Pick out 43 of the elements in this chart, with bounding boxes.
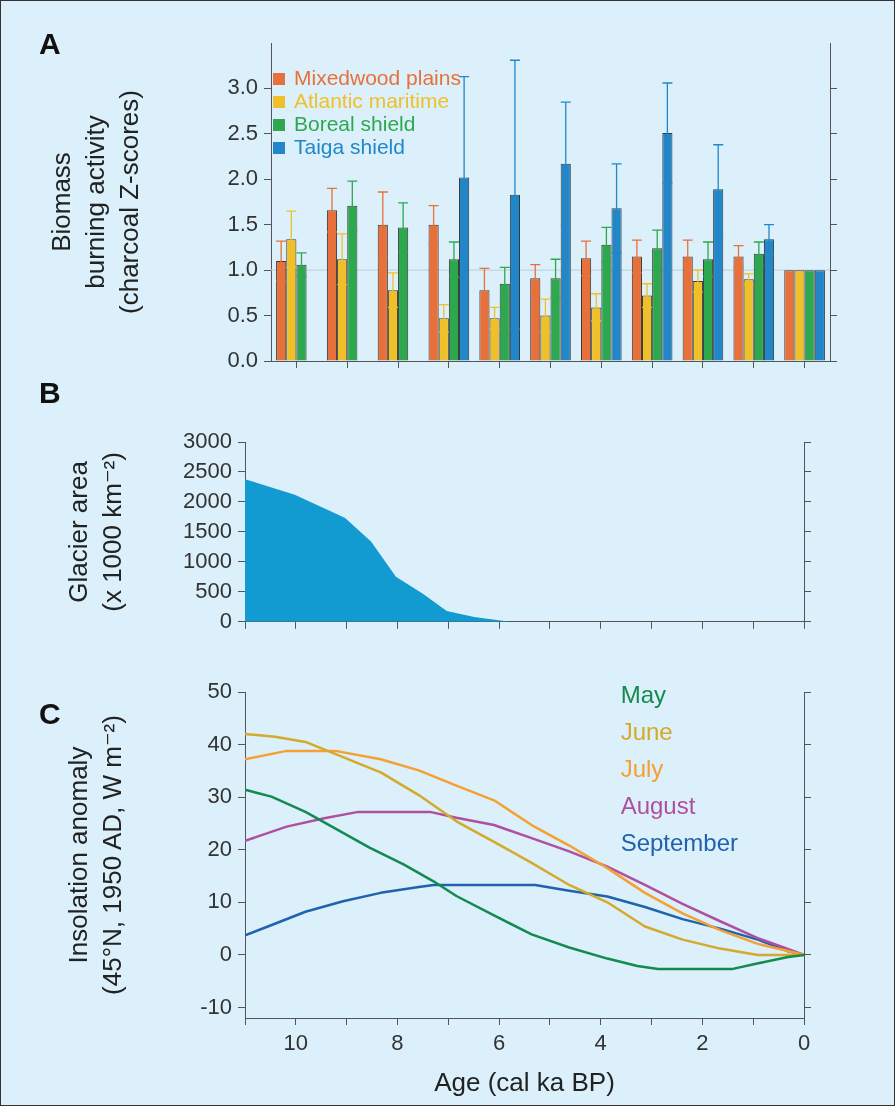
x-tick-label: 10 bbox=[283, 1030, 309, 1056]
chart-title: B bbox=[39, 376, 61, 410]
x-axis-title: Age (cal ka BP) bbox=[434, 1067, 615, 1098]
y-tick-label: 3000 bbox=[183, 428, 232, 454]
y-tick-label: 2500 bbox=[183, 458, 232, 484]
y-tick-label: 10 bbox=[207, 888, 232, 914]
y-tick-label: 1.5 bbox=[227, 210, 258, 236]
y-axis-title: Glacier area (x 1000 km⁻²) bbox=[63, 452, 128, 612]
chart-title: A bbox=[39, 27, 61, 61]
y-tick-label: 1.0 bbox=[227, 256, 258, 282]
y-tick-label: 50 bbox=[207, 678, 232, 704]
series-label: September bbox=[620, 828, 739, 856]
y-tick-label: 1500 bbox=[183, 517, 232, 543]
y-tick-label: -10 bbox=[200, 993, 232, 1019]
legend-label: Boreal shield bbox=[294, 111, 416, 135]
y-tick-label: 30 bbox=[207, 783, 232, 809]
y-tick-label: 3.0 bbox=[227, 74, 258, 100]
y-tick-label: 500 bbox=[195, 577, 232, 603]
x-tick-label: 4 bbox=[594, 1030, 607, 1056]
y-tick-label: 0.5 bbox=[227, 301, 258, 327]
y-tick-label: 0 bbox=[219, 607, 232, 633]
chart-title: C bbox=[39, 697, 61, 731]
y-tick-label: 2000 bbox=[183, 488, 232, 513]
y-tick-label: 0.0 bbox=[227, 347, 258, 373]
y-tick-label: 20 bbox=[207, 835, 232, 861]
y-tick-label: 40 bbox=[207, 730, 232, 756]
x-tick-label: 6 bbox=[492, 1030, 506, 1056]
y-tick-label: 2.0 bbox=[227, 165, 258, 191]
text: May bbox=[620, 680, 666, 708]
text: June bbox=[620, 717, 673, 745]
y-tick-label: 1000 bbox=[183, 547, 232, 573]
y-axis-title: Insolation anomaly (45°N, 1950 AD, W m⁻²) bbox=[63, 715, 128, 995]
y-axis-title: Biomass burning activity (charcoal Z-scores) bbox=[46, 90, 145, 314]
x-tick-label: 0 bbox=[797, 1030, 811, 1056]
y-tick-label: 2.5 bbox=[227, 119, 258, 145]
x-tick-label: 8 bbox=[391, 1030, 404, 1056]
text: August bbox=[620, 791, 696, 819]
legend-label: Taiga shield bbox=[294, 134, 405, 158]
text: July bbox=[620, 754, 664, 782]
y-tick-label: 0 bbox=[219, 940, 232, 966]
legend-label: Mixedwood plains bbox=[294, 65, 461, 89]
x-tick-label: 2 bbox=[696, 1030, 709, 1056]
legend-label: Atlantic maritime bbox=[294, 88, 450, 112]
